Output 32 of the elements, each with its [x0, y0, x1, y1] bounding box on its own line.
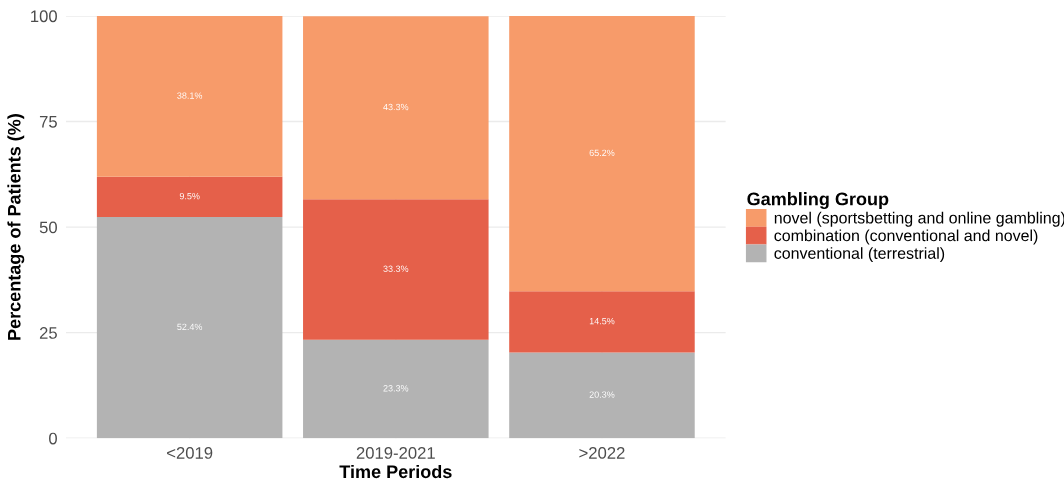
data-label: 23.3%	[383, 385, 409, 392]
bar	[96, 15, 283, 177]
legend-title: Gambling Group	[747, 192, 889, 210]
legend-label: novel (sportsbetting and online gambling)	[774, 211, 1064, 227]
bar	[303, 199, 489, 340]
y-axis-title: Percentage of Patients (%)	[7, 114, 25, 340]
bar	[509, 352, 695, 439]
data-label: 38.1%	[177, 92, 203, 99]
bar	[509, 15, 695, 292]
y-tick-label: 25	[39, 327, 57, 339]
x-axis-title: Time Periods	[339, 464, 452, 479]
bar	[96, 216, 283, 439]
data-label: 43.3%	[383, 103, 409, 111]
legend-label: conventional (terrestrial)	[774, 247, 945, 263]
data-label: 52.4%	[177, 323, 203, 331]
legend-label: combination (conventional and novel)	[774, 229, 1038, 245]
data-label: 14.5%	[589, 317, 615, 325]
bar	[303, 16, 489, 200]
bar	[96, 176, 283, 217]
y-tick-label: 75	[39, 116, 57, 128]
y-tick-label: 50	[39, 221, 57, 234]
data-label: 65.2%	[589, 149, 615, 157]
x-tick-label: <2019	[167, 447, 213, 459]
data-label: 33.3%	[383, 265, 409, 272]
data-label: 9.5%	[179, 192, 200, 200]
y-tick-label: 100	[31, 10, 57, 23]
bar	[303, 339, 489, 439]
bar	[509, 291, 695, 353]
x-tick-label: >2022	[579, 447, 625, 459]
data-label: 20.3%	[589, 391, 615, 398]
y-tick-label: 0	[49, 432, 57, 445]
x-tick-label: 2019-2021	[356, 447, 435, 459]
